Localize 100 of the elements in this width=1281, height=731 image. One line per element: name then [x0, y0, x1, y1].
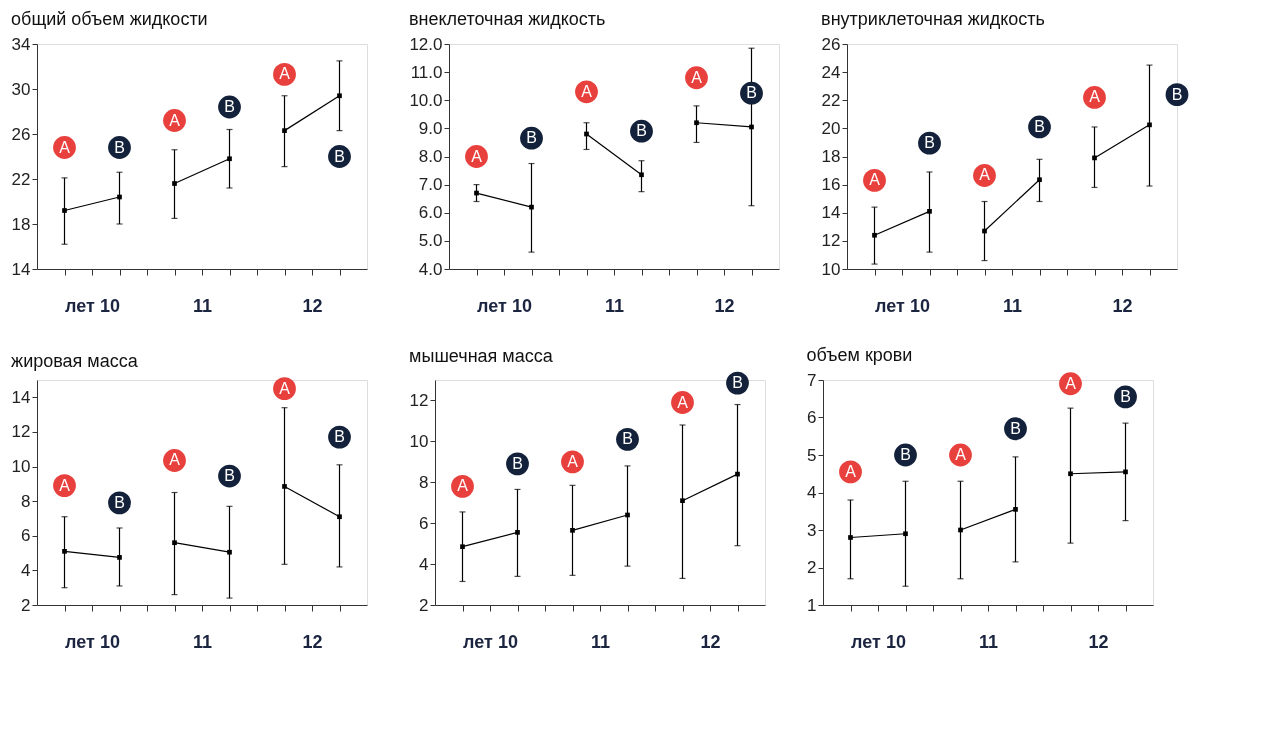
x-tick-label: лет 10 [65, 631, 120, 652]
point [529, 204, 534, 210]
y-tick-label: 6.0 [418, 203, 443, 223]
point [227, 156, 232, 162]
annotation: B [114, 493, 125, 511]
annotation: A [955, 446, 967, 463]
annotation: A [1065, 374, 1077, 392]
annotation: A [279, 379, 291, 397]
y-tick-label: 4.0 [418, 259, 443, 279]
chart-title: жировая масса [11, 351, 139, 372]
annotation: A [691, 68, 703, 86]
annotation: A [59, 138, 71, 156]
annotation: A [845, 462, 857, 480]
x-tick-label: 12 [700, 631, 721, 652]
chart-title: объем крови [806, 345, 913, 365]
x-tick-label: 12 [714, 295, 735, 316]
y-tick-label: 4 [21, 560, 31, 580]
y-tick-label: 6 [21, 526, 31, 546]
x-tick-label: лет 10 [875, 295, 930, 316]
point [460, 544, 465, 550]
point [172, 540, 177, 546]
y-tick-label: 22 [821, 90, 841, 110]
chart-title: мышечная масса [409, 345, 554, 366]
x-tick-label: 11 [192, 295, 213, 316]
point [570, 528, 575, 533]
point [474, 190, 479, 196]
point [515, 530, 520, 535]
y-tick-label: 26 [821, 34, 841, 54]
chart-title: общий объем жидкости [11, 9, 208, 29]
point [337, 93, 342, 99]
y-tick-label: 10 [821, 259, 841, 279]
annotation: B [1010, 419, 1021, 437]
annotation: B [1171, 85, 1183, 103]
annotation: A [677, 393, 689, 411]
chart-title: внеклеточная жидкость [408, 9, 606, 29]
y-tick-label: 12 [409, 390, 429, 410]
annotation: B [746, 84, 757, 102]
y-tick-label: 20 [821, 118, 841, 138]
y-tick-label: 7.0 [418, 175, 443, 195]
annotation: A [979, 166, 991, 184]
annotation: A [869, 171, 881, 189]
point [927, 209, 932, 214]
y-tick-label: 2 [807, 558, 817, 577]
point [282, 128, 287, 133]
y-tick-label: 8 [419, 472, 429, 492]
point [172, 181, 177, 186]
x-tick-label: 12 [1112, 295, 1133, 316]
annotation: B [334, 147, 345, 165]
point [227, 549, 232, 555]
point [639, 172, 644, 178]
x-tick-label: 12 [1088, 631, 1109, 652]
y-tick-label: 30 [11, 79, 31, 99]
annotation: A [581, 82, 593, 100]
y-tick-label: 6 [807, 408, 817, 427]
y-tick-label: 5 [807, 445, 817, 465]
x-tick-label: лет 10 [851, 631, 906, 652]
annotation: A [279, 65, 291, 83]
y-tick-label: 9.0 [418, 118, 443, 138]
point [117, 555, 122, 560]
x-tick-label: лет 10 [477, 295, 532, 316]
y-tick-label: 8 [21, 491, 31, 511]
y-tick-label: 12 [821, 231, 841, 251]
y-tick-label: 3 [807, 520, 817, 540]
point [337, 514, 342, 520]
annotation: A [169, 451, 181, 469]
y-tick-label: 2 [21, 595, 31, 615]
annotation: A [169, 111, 181, 129]
y-tick-label: 14 [11, 387, 31, 407]
y-tick-label: 6 [419, 513, 429, 533]
annotation: A [1089, 88, 1101, 106]
annotation: B [512, 454, 523, 472]
y-tick-label: 4 [807, 483, 817, 502]
point [848, 535, 853, 540]
y-tick-label: 7 [807, 370, 817, 390]
y-tick-label: 2 [419, 595, 429, 615]
point [958, 527, 963, 533]
y-tick-label: 14 [821, 203, 841, 223]
chart-title: внутриклеточная жидкость [821, 9, 1045, 29]
y-tick-label: 4 [419, 554, 429, 574]
annotation: B [900, 446, 911, 463]
point [749, 124, 754, 130]
y-tick-label: 10 [11, 457, 31, 477]
annotation: B [526, 129, 537, 147]
annotation: A [471, 147, 483, 165]
y-tick-label: 8.0 [418, 147, 443, 166]
point [680, 498, 685, 504]
annotation: B [924, 134, 935, 152]
point [1123, 469, 1128, 475]
annotation: B [114, 138, 125, 156]
x-tick-label: 11 [1002, 295, 1023, 316]
annotation: B [732, 374, 743, 392]
point [625, 512, 630, 518]
y-tick-label: 12 [11, 422, 31, 442]
y-tick-label: 22 [11, 169, 31, 189]
point [62, 549, 67, 554]
point [1147, 122, 1152, 128]
point [282, 484, 287, 489]
point [584, 131, 589, 137]
y-tick-label: 18 [11, 214, 31, 234]
y-tick-label: 10 [409, 431, 429, 451]
